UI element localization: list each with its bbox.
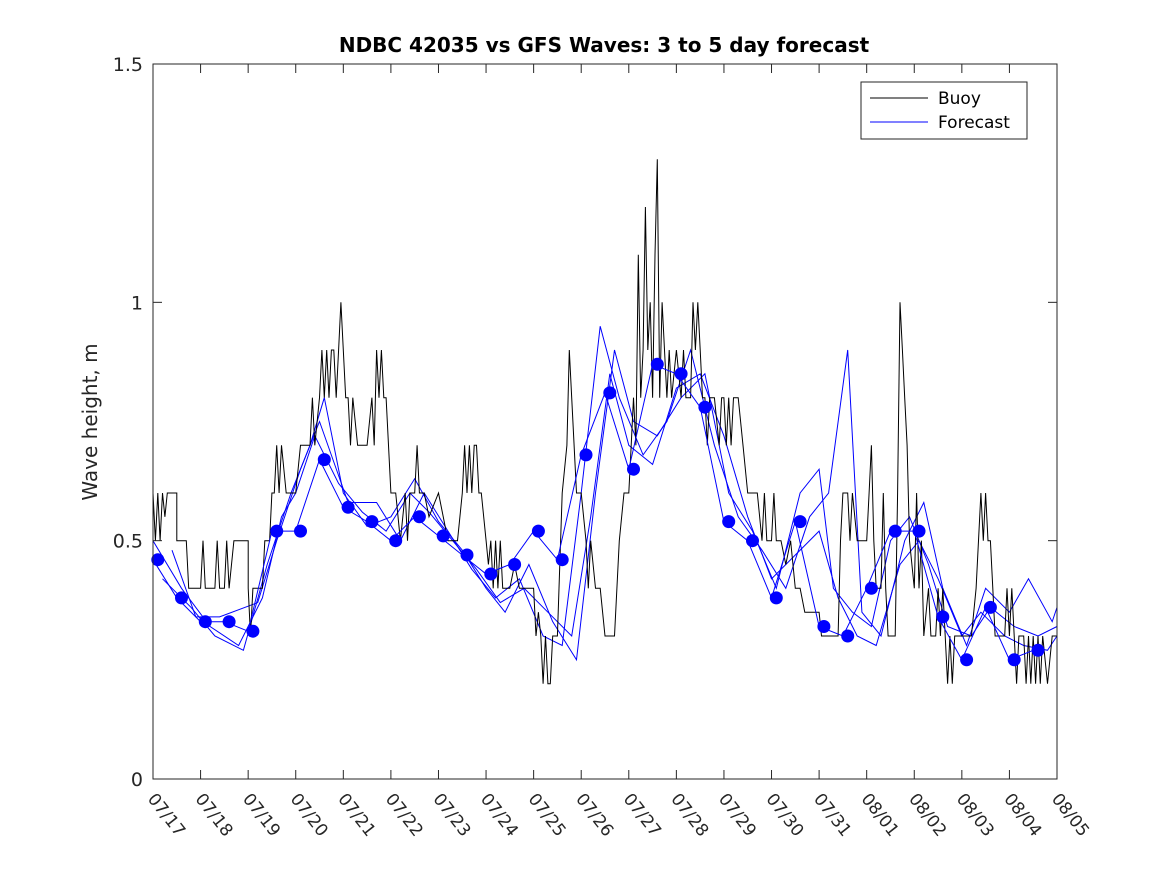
data-layer <box>151 159 1058 685</box>
forecast-marker-9 <box>341 500 355 514</box>
x-tick-label: 08/03 <box>952 790 998 841</box>
x-tick-label: 07/20 <box>286 790 332 841</box>
buoy-series-line <box>152 159 1057 685</box>
forecast-marker-29 <box>817 620 831 633</box>
x-tick-label: 07/25 <box>524 790 570 841</box>
forecast-marker-5 <box>246 624 260 638</box>
x-tick-label: 07/21 <box>333 790 379 841</box>
forecast-marker-32 <box>888 524 902 538</box>
x-tick-label: 07/22 <box>381 790 427 841</box>
forecast-marker-6 <box>270 524 284 538</box>
forecast-marker-1 <box>151 553 165 567</box>
x-tick-label: 07/28 <box>666 790 712 841</box>
y-axis-label: Wave height, m <box>78 343 102 500</box>
x-tick-label: 07/26 <box>571 790 617 841</box>
forecast-marker-36 <box>983 600 997 614</box>
y-tick-label: 1.5 <box>113 54 143 76</box>
forecast-marker-24 <box>698 400 712 414</box>
forecast-marker-8 <box>317 453 331 467</box>
forecast-marker-38 <box>1031 643 1045 657</box>
x-tick-label: 08/02 <box>904 790 950 841</box>
y-tick-label: 1 <box>131 292 143 314</box>
forecast-marker-34 <box>936 610 950 624</box>
forecast-marker-35 <box>960 653 974 667</box>
x-tick-label: 07/18 <box>191 790 237 841</box>
forecast-marker-7 <box>294 524 307 538</box>
forecast-marker-17 <box>531 524 545 538</box>
forecast-marker-12 <box>412 510 426 524</box>
forecast-marker-31 <box>864 581 878 595</box>
x-tick-label: 08/04 <box>999 790 1045 841</box>
forecast-marker-25 <box>722 515 736 529</box>
x-tick-label: 08/01 <box>857 790 903 841</box>
forecast-marker-22 <box>650 357 664 371</box>
x-tick-label: 07/29 <box>714 790 760 841</box>
forecast-marker-16 <box>508 558 522 571</box>
chart-title: NDBC 42035 vs GFS Waves: 3 to 5 day fore… <box>339 33 870 57</box>
legend: Buoy Forecast <box>860 81 1028 140</box>
forecast-marker-28 <box>793 515 807 529</box>
forecast-marker-2 <box>175 591 188 605</box>
x-tick-label: 07/19 <box>238 790 284 841</box>
forecast-marker-10 <box>365 515 379 529</box>
forecast-series-line <box>152 363 1034 661</box>
forecast-marker-27 <box>769 591 783 605</box>
forecast-marker-26 <box>746 534 759 548</box>
legend-box <box>860 81 1028 140</box>
forecast-marker-18 <box>555 553 569 567</box>
forecast-marker-33 <box>912 524 926 538</box>
forecast-marker-15 <box>484 567 498 581</box>
forecast-marker-4 <box>222 615 236 629</box>
x-tick-label: 08/05 <box>1047 790 1093 841</box>
x-tick-label: 07/27 <box>619 790 665 841</box>
x-tick-label: 07/17 <box>143 790 189 841</box>
legend-label-buoy: Buoy <box>938 89 981 109</box>
forecast-marker-30 <box>841 629 855 643</box>
forecast-marker-13 <box>436 529 450 543</box>
x-tick-label: 07/30 <box>762 790 808 841</box>
forecast-marker-19 <box>579 448 593 462</box>
axes-box <box>152 63 1058 780</box>
x-tick-label: 07/24 <box>476 790 522 841</box>
x-tick-label: 07/23 <box>429 790 475 841</box>
forecast-marker-23 <box>674 367 688 381</box>
y-tick-label: 0 <box>131 769 143 791</box>
legend-label-forecast: Forecast <box>938 113 1010 133</box>
forecast-marker-37 <box>1007 653 1021 667</box>
forecast-marker-11 <box>389 534 403 548</box>
forecast-marker-20 <box>603 386 617 400</box>
forecast-marker-3 <box>198 615 212 629</box>
forecast-marker-14 <box>460 548 474 562</box>
x-tick-label: 07/31 <box>809 790 855 841</box>
forecast-run-line-1 <box>152 373 1058 651</box>
forecast-run-line-3 <box>171 326 1058 647</box>
forecast-marker-21 <box>627 462 640 476</box>
y-tick-label: 0.5 <box>113 531 143 553</box>
